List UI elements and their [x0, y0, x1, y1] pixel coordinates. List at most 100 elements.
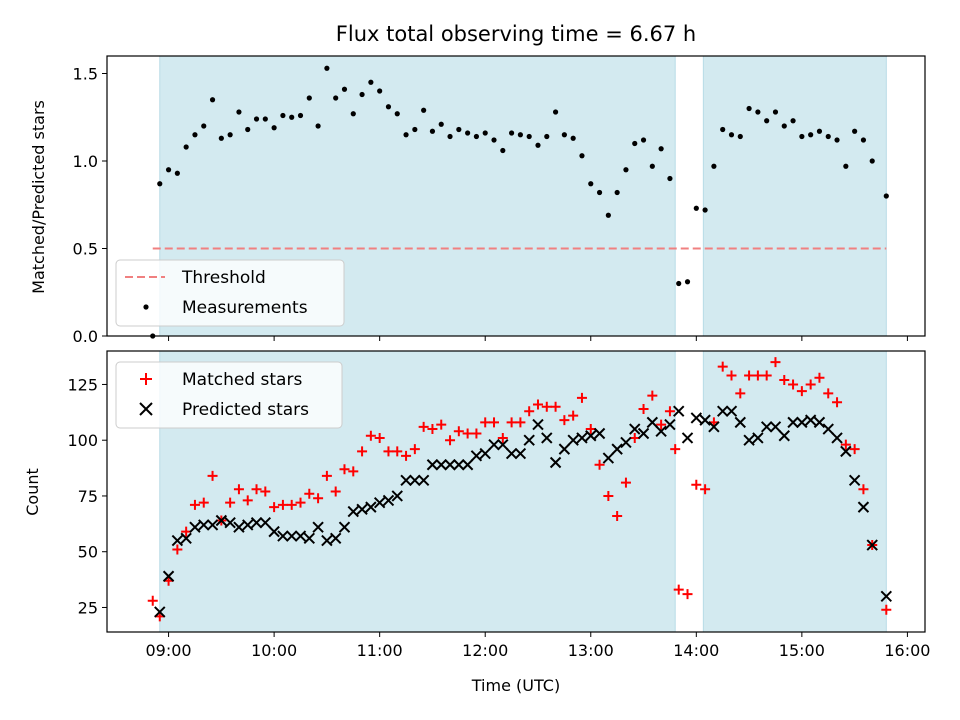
- bottom-point: [637, 427, 650, 440]
- top-point: [509, 130, 515, 136]
- top-legend-label: Measurements: [182, 298, 308, 318]
- bottom-point: [691, 479, 702, 490]
- bottom-point: [409, 474, 421, 487]
- top-point: [403, 132, 409, 138]
- top-point: [640, 137, 647, 143]
- bottom-point: [471, 428, 482, 439]
- bottom-point: [620, 477, 631, 488]
- bottom-point: [277, 499, 288, 510]
- bottom-point: [822, 423, 834, 435]
- top-point: [438, 121, 444, 127]
- bottom-point: [497, 432, 508, 443]
- bottom-point: [593, 427, 606, 440]
- bottom-point: [277, 530, 289, 542]
- bottom-point: [356, 503, 368, 516]
- top-legend-label: Threshold: [181, 268, 266, 288]
- bottom-point: [269, 502, 280, 513]
- bottom-point: [233, 484, 244, 495]
- top-point: [297, 112, 304, 119]
- bottom-point: [470, 450, 483, 462]
- bottom-x-tick-label: 13:00: [568, 641, 614, 660]
- top-y-tick-label: 0.5: [73, 240, 98, 259]
- bottom-point: [576, 432, 588, 444]
- top-point: [245, 126, 251, 133]
- top-point: [860, 137, 867, 143]
- bottom-point: [866, 539, 878, 551]
- bottom-point: [699, 414, 711, 426]
- bottom-point: [418, 421, 429, 432]
- bottom-point: [250, 517, 263, 529]
- top-point: [517, 132, 523, 138]
- bottom-point: [479, 447, 491, 460]
- bottom-point: [373, 496, 386, 509]
- top-point: [218, 135, 224, 141]
- top-point: [799, 133, 805, 140]
- bottom-point: [796, 386, 807, 397]
- bottom-point: [427, 424, 438, 435]
- bottom-point: [708, 421, 720, 433]
- top-point: [421, 107, 427, 113]
- top-point: [306, 95, 312, 101]
- bottom-axes-frame: [106, 350, 926, 633]
- bottom-series-1: [154, 405, 893, 618]
- top-point: [368, 79, 374, 85]
- bottom-legend-box: [115, 361, 343, 429]
- bottom-panel: 25 50 75 100 125 09:00 10:00 11:00 12:00 13:00 14:…: [67, 350, 930, 660]
- bottom-point: [461, 459, 474, 471]
- bottom-point: [444, 459, 456, 471]
- bottom-point: [260, 486, 271, 497]
- bottom-point: [417, 474, 430, 487]
- bottom-point: [189, 521, 201, 533]
- bottom-point: [602, 452, 615, 464]
- top-axes-frame: [106, 55, 926, 337]
- bottom-point: [295, 497, 306, 508]
- top-point: [649, 163, 655, 169]
- bottom-point: [717, 361, 728, 372]
- top-point: [790, 118, 796, 124]
- top-point: [324, 65, 330, 71]
- bottom-legend: Matched stars Predicted stars: [115, 361, 343, 429]
- top-point: [473, 133, 480, 140]
- bottom-point: [620, 436, 632, 449]
- bottom-point: [154, 606, 166, 618]
- bottom-point: [321, 470, 332, 481]
- bottom-point: [251, 484, 262, 495]
- bottom-point: [215, 514, 228, 527]
- top-point: [883, 193, 889, 199]
- bottom-point: [198, 497, 209, 508]
- bottom-point: [796, 416, 808, 429]
- bottom-y-tick-label: 75: [78, 487, 98, 506]
- bottom-point: [831, 432, 843, 444]
- top-point: [843, 163, 849, 169]
- top-observing-window-1: [702, 55, 887, 337]
- bottom-point: [524, 406, 535, 417]
- top-point: [667, 175, 673, 182]
- bottom-point: [594, 459, 605, 470]
- top-point: [262, 116, 268, 122]
- top-point: [289, 114, 295, 120]
- bottom-point: [567, 434, 579, 446]
- bottom-point: [374, 432, 385, 443]
- bottom-point: [541, 432, 553, 444]
- top-point: [456, 126, 462, 133]
- top-point: [808, 132, 814, 138]
- top-point: [764, 118, 770, 124]
- top-panel: 0.0 0.5 1.0 1.5 Threshold Measurements: [73, 55, 926, 346]
- top-point: [394, 111, 400, 117]
- bottom-point: [779, 374, 790, 385]
- bottom-point: [788, 379, 799, 390]
- top-point: [491, 137, 497, 143]
- bottom-point: [647, 390, 658, 401]
- bottom-point: [880, 590, 893, 603]
- bottom-y-tick-label: 50: [78, 543, 98, 562]
- top-point: [412, 126, 418, 133]
- bottom-point: [681, 432, 694, 444]
- bottom-x-tick-label: 09:00: [146, 641, 192, 660]
- bottom-point: [189, 499, 200, 510]
- bottom-point: [330, 486, 341, 497]
- bottom-legend-label: Matched stars: [182, 370, 302, 390]
- bottom-point: [233, 521, 245, 533]
- bottom-point: [673, 584, 684, 595]
- bottom-point: [760, 421, 773, 433]
- bottom-point: [224, 517, 236, 529]
